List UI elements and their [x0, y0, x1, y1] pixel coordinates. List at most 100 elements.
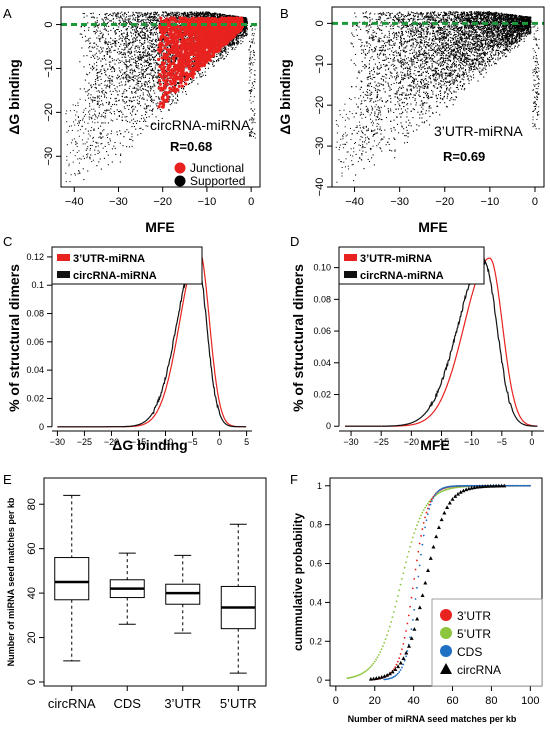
- panel-a-point: [206, 13, 208, 15]
- panel-a-point: [171, 55, 173, 57]
- panel-a-point: [124, 43, 126, 45]
- panel-a-point: [83, 66, 85, 68]
- panel-a-point: [132, 76, 134, 78]
- panel-a-point: [88, 89, 90, 91]
- panel-a-point: [140, 20, 142, 22]
- panel-a-point: [153, 80, 155, 82]
- panel-a-point: [211, 15, 213, 17]
- panel-a-point: [198, 14, 200, 16]
- panel-a-point: [134, 77, 136, 79]
- panel-a-point: [149, 63, 151, 65]
- panel-a-point: [145, 111, 147, 113]
- panel-a-point: [166, 63, 168, 65]
- panel-a-point: [93, 16, 95, 18]
- panel-a-point: [140, 27, 142, 29]
- panel-a-point: [196, 77, 198, 79]
- panel-a-point: [166, 51, 168, 53]
- panel-a-point: [126, 105, 128, 107]
- panel-a-point: [187, 14, 189, 16]
- panel-a-point: [130, 58, 133, 60]
- panel-a-point: [136, 27, 139, 29]
- panel-a-point: [138, 103, 140, 105]
- panel-a-point: [178, 83, 180, 85]
- panel-a-point: [159, 55, 161, 57]
- panel-a-point: [135, 65, 137, 67]
- panel-a-point: [104, 28, 106, 30]
- panel-a-point: [124, 56, 126, 58]
- panel-a-point: [149, 90, 151, 92]
- panel-a-point: [154, 72, 156, 74]
- panel-a-point: [127, 60, 129, 62]
- panel-a-point: [148, 19, 150, 22]
- panel-a-point: [145, 19, 147, 21]
- panel-a-point: [177, 82, 180, 84]
- panel-a-point: [131, 105, 133, 108]
- panel-a-point: [131, 114, 133, 116]
- panel-a-point: [87, 74, 89, 76]
- panel-a-point: [154, 13, 156, 15]
- panel-a-point: [173, 15, 175, 17]
- panel-a-point: [128, 131, 130, 133]
- panel-a-point: [245, 26, 247, 28]
- panel-a-point: [176, 15, 178, 17]
- panel-a-point: [143, 61, 145, 63]
- panel-a-point: [128, 76, 130, 79]
- panel-a-point: [94, 30, 96, 33]
- panel-a-point: [229, 42, 232, 44]
- panel-a-point: [188, 16, 190, 18]
- panel-a-point: [98, 112, 100, 114]
- panel-a-point: [108, 86, 111, 88]
- panel-a-point: [137, 18, 139, 20]
- panel-a-point: [115, 13, 117, 15]
- panel-a-point: [149, 30, 151, 32]
- panel-a-point: [147, 34, 149, 36]
- panel-a-point: [120, 133, 122, 135]
- panel-a-point: [242, 16, 244, 18]
- panel-a-point: [117, 12, 119, 14]
- panel-a-point: [129, 121, 131, 123]
- panel-a-point: [189, 71, 191, 73]
- panel-a-point: [135, 45, 137, 47]
- panel-a-point: [203, 14, 205, 16]
- panel-a-point: [124, 49, 126, 51]
- panel-a-point: [96, 17, 98, 19]
- panel-a-point: [191, 79, 193, 81]
- panel-a-point: [242, 28, 244, 30]
- panel-a-point: [130, 52, 132, 54]
- panel-a-point: [223, 50, 225, 52]
- panel-a-point: [130, 50, 132, 52]
- panel-a-point: [145, 25, 148, 27]
- panel-a-point: [145, 54, 147, 56]
- panel-a-point: [155, 31, 157, 33]
- panel-a-point: [223, 58, 225, 60]
- panel-a-point: [220, 13, 222, 15]
- panel-a-point: [152, 86, 154, 88]
- panel-a-point: [121, 11, 123, 13]
- panel-a-point: [153, 12, 155, 14]
- panel-a-point: [193, 11, 195, 13]
- panel-a-point: [119, 154, 122, 156]
- panel-a-point: [235, 38, 237, 41]
- panel-a-point: [124, 88, 126, 91]
- panel-a-point: [101, 36, 104, 38]
- panel-a-point: [83, 157, 85, 160]
- panel-a-point: [219, 16, 221, 18]
- panel-a-point: [136, 110, 138, 112]
- panel-a-point: [93, 56, 95, 58]
- panel-a-point: [222, 55, 224, 57]
- panel-a-point: [118, 42, 120, 44]
- panel-a-point: [126, 120, 128, 123]
- panel-a-point: [148, 63, 150, 66]
- panel-a-point: [134, 91, 136, 94]
- panel-a-point: [199, 12, 201, 15]
- panel-a-point: [132, 109, 134, 111]
- panel-a-point: [114, 30, 116, 32]
- panel-a-point: [151, 32, 153, 34]
- panel-a-point: [146, 61, 148, 63]
- panel-a-point: [171, 12, 173, 14]
- panel-a-point: [132, 87, 134, 89]
- panel-a-point: [114, 42, 117, 44]
- panel-a-point: [175, 83, 177, 85]
- panel-a-point: [142, 27, 145, 29]
- panel-a-point: [182, 14, 184, 16]
